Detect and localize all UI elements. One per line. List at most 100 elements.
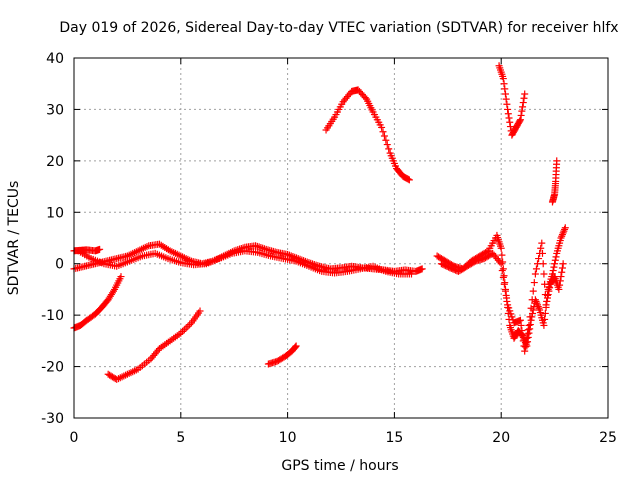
data-point (383, 141, 391, 149)
data-point (552, 253, 560, 261)
data-point (558, 232, 566, 240)
data-point (504, 301, 512, 309)
data-point (543, 294, 551, 302)
chart-title: Day 019 of 2026, Sidereal Day-to-day VTE… (59, 20, 618, 36)
data-point (561, 224, 569, 232)
data-point (505, 114, 513, 122)
data-point (501, 287, 509, 295)
data-point (291, 344, 299, 352)
data-point (541, 315, 549, 323)
data-point (516, 116, 524, 124)
x-tick-label: 15 (385, 430, 403, 446)
data-point (537, 244, 545, 252)
data-point (545, 287, 553, 295)
y-tick-label: -20 (41, 360, 64, 376)
data-point (498, 251, 506, 259)
data-point (504, 105, 512, 113)
data-point (559, 229, 567, 237)
data-point (521, 343, 529, 351)
data-point (526, 325, 534, 333)
data-point (561, 225, 569, 233)
data-point (549, 267, 557, 275)
data-point (405, 176, 413, 184)
data-point (526, 321, 534, 329)
x-tick-label: 0 (70, 430, 79, 446)
data-point (538, 239, 546, 247)
data-point (539, 260, 547, 268)
data-point (506, 307, 514, 315)
data-point (382, 136, 390, 144)
data-point (541, 309, 549, 317)
series-cluster-main-b (74, 247, 415, 278)
data-point (500, 272, 508, 280)
data-point (184, 322, 192, 330)
data-point (180, 326, 188, 334)
x-tick-label: 20 (492, 430, 510, 446)
data-point (521, 347, 529, 355)
y-tick-label: -10 (41, 308, 64, 324)
data-point (524, 333, 532, 341)
data-point (385, 145, 393, 153)
data-point (499, 265, 507, 273)
axis-ticks (73, 57, 609, 419)
data-point (292, 342, 300, 350)
data-point (535, 255, 543, 263)
x-tick-labels: 0 5 10 15 20 25 (70, 430, 617, 446)
data-point (550, 263, 558, 271)
y-tick-label: 30 (46, 102, 64, 118)
data-point (559, 260, 567, 268)
data-point (501, 85, 509, 93)
x-axis-label: GPS time / hours (281, 458, 398, 474)
data-point (499, 273, 507, 281)
data-point (527, 316, 535, 324)
data-point (407, 270, 415, 278)
data-point (517, 321, 525, 329)
data-point (196, 307, 204, 315)
data-point (524, 338, 532, 346)
data-point (501, 90, 509, 98)
data-point (558, 264, 566, 272)
x-tick-label: 5 (176, 430, 185, 446)
data-point (526, 313, 534, 321)
data-point (498, 267, 506, 275)
series-arc-e (495, 62, 529, 139)
data-point (523, 334, 531, 342)
data-point (533, 299, 541, 307)
data-point (503, 100, 511, 108)
data-point (540, 321, 548, 329)
series-cluster-early (70, 245, 104, 255)
data-point (531, 270, 539, 278)
data-point (519, 103, 527, 111)
y-tick-label: 40 (46, 51, 64, 67)
data-point (540, 270, 548, 278)
data-point (503, 294, 511, 302)
y-tick-label: 0 (55, 257, 64, 273)
data-point (496, 258, 504, 266)
data-point (543, 297, 551, 305)
data-point (522, 339, 530, 347)
data-point (500, 280, 508, 288)
data-point (507, 310, 515, 318)
data-point (96, 245, 104, 253)
data-point (508, 313, 516, 321)
y-axis-label: SDTVAR / TECUs (6, 181, 22, 296)
data-point (291, 343, 299, 351)
series-arc-b (104, 307, 204, 383)
data-point (534, 301, 542, 309)
series-arc-a (70, 273, 125, 332)
data-point (525, 321, 533, 329)
data-point (556, 281, 564, 289)
data-point (534, 303, 542, 311)
data-point (500, 80, 508, 88)
data-points (70, 62, 569, 383)
data-point (497, 244, 505, 252)
data-point (110, 287, 118, 295)
plot-frame (73, 57, 609, 419)
series-arc-f (548, 157, 561, 206)
data-point (528, 296, 536, 304)
data-point (535, 304, 543, 312)
data-point (418, 265, 426, 273)
data-point (516, 316, 524, 324)
data-point (154, 346, 162, 354)
x-tick-label: 25 (599, 430, 617, 446)
